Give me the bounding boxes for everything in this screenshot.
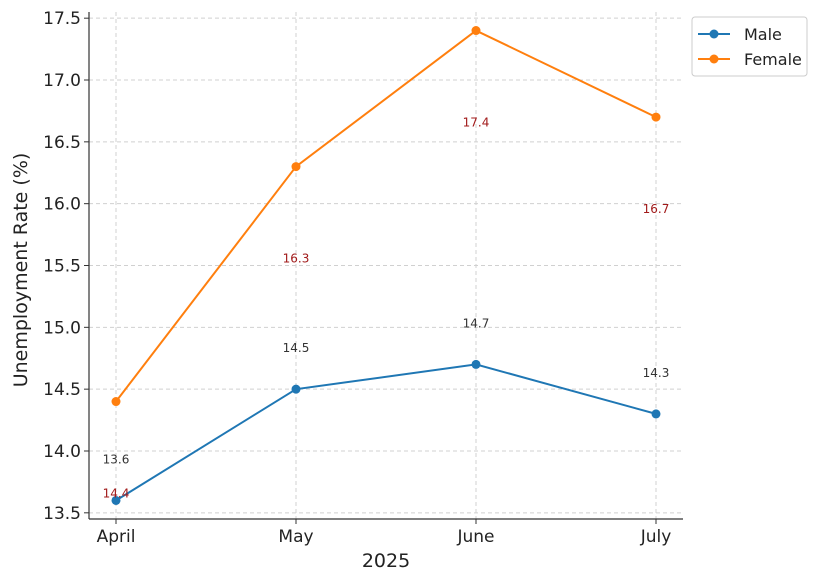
y-tick-label: 14.5 [43, 380, 81, 400]
male-data-label: 14.7 [463, 316, 490, 330]
legend-male-marker [709, 29, 719, 39]
legend-female-marker [709, 54, 719, 64]
female-data-point [651, 112, 661, 122]
y-tick-label: 14.0 [43, 442, 81, 462]
x-tick-label: May [278, 527, 313, 547]
legend-male-label: Male [744, 25, 782, 44]
y-tick-label: 15.0 [43, 318, 81, 338]
female-data-label: 16.7 [643, 202, 670, 216]
y-axis-title: Unemployment Rate (%) [10, 153, 32, 388]
male-data-point [651, 409, 661, 419]
male-series-line [115, 363, 657, 502]
x-tick-label: July [640, 527, 672, 547]
female-data-point [291, 162, 301, 172]
x-tick-label: April [97, 527, 136, 547]
male-data-point [471, 359, 481, 369]
x-tick-label: June [456, 527, 494, 547]
y-tick-label: 16.0 [43, 195, 81, 215]
data-labels: 13.6 14.5 14.7 14.3 14.4 16.3 17.4 16.7 [103, 116, 670, 501]
y-tick-label: 17.5 [43, 9, 81, 29]
female-data-label: 17.4 [463, 116, 490, 130]
male-data-label: 14.3 [643, 366, 670, 380]
female-data-label: 14.4 [103, 487, 130, 501]
y-tick-label: 16.5 [43, 133, 81, 153]
legend-female-label: Female [744, 50, 802, 69]
axes: 13.5 14.0 14.5 15.0 15.5 16.0 16.5 17.0 17.5 Apri… [43, 9, 683, 547]
series [111, 26, 661, 505]
male-data-label: 14.5 [283, 341, 310, 355]
x-axis-title: 2025 [362, 550, 410, 572]
grid [89, 12, 683, 519]
male-data-point [111, 495, 121, 505]
male-data-point [291, 384, 301, 394]
male-data-label: 13.6 [103, 452, 130, 466]
female-series-line [115, 29, 657, 403]
y-tick-label: 17.0 [43, 71, 81, 91]
y-tick-label: 13.5 [43, 504, 81, 524]
legend-box [691, 16, 808, 77]
female-data-point [111, 397, 121, 407]
y-tick-label: 15.5 [43, 257, 81, 277]
legend: Male Female [691, 16, 808, 77]
female-data-point [471, 26, 481, 36]
female-data-label: 16.3 [283, 252, 310, 266]
